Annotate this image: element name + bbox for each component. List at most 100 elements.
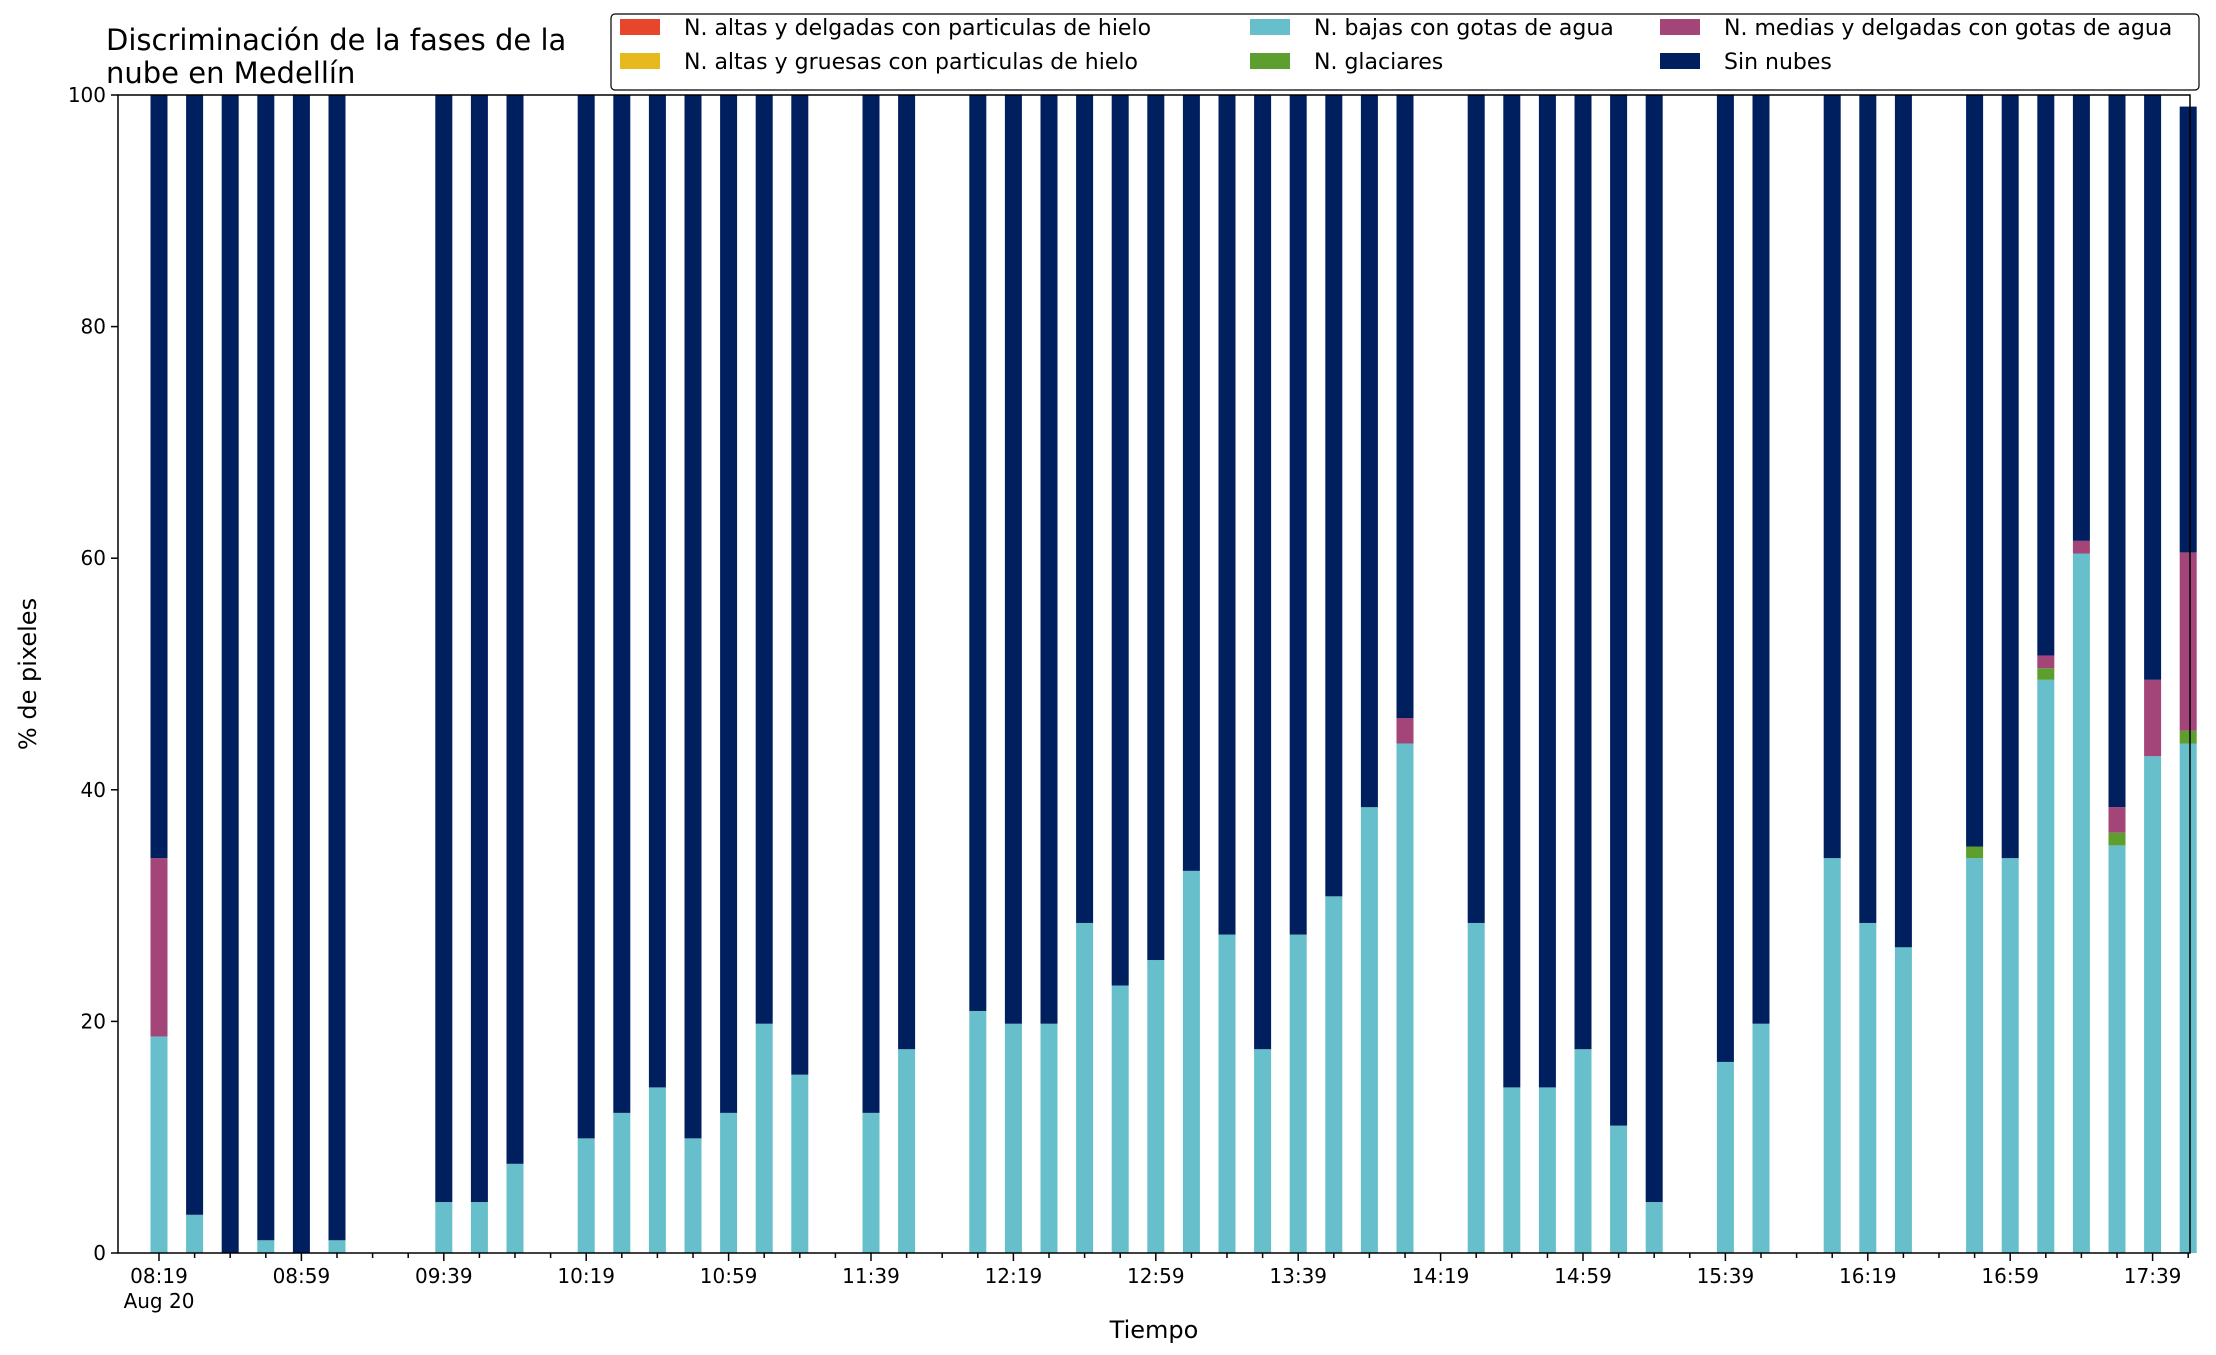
bar-segment-2-47 [1823, 858, 1841, 1253]
bar-segment-5-26 [1076, 95, 1094, 923]
bar-segment-5-56 [2144, 95, 2162, 680]
bar-segment-2-55 [2108, 845, 2126, 1253]
y-tick-label: 20 [81, 1009, 106, 1033]
bar-segment-5-55 [2108, 95, 2126, 808]
bar-segment-2-0 [150, 1036, 168, 1253]
bar-segment-5-13 [613, 95, 631, 1113]
bar-segment-2-12 [577, 1138, 595, 1253]
bar-segment-5-0 [150, 95, 168, 859]
bar-segment-5-8 [435, 95, 453, 1203]
bar-segment-5-49 [1894, 95, 1912, 948]
bar-segment-5-28 [1147, 95, 1165, 961]
x-tick-label: 08:19 [130, 1264, 188, 1288]
bar-segment-5-24 [1004, 95, 1022, 1024]
bar-segment-2-42 [1645, 1202, 1663, 1253]
bar-segment-5-45 [1752, 95, 1770, 1024]
bar-segment-5-27 [1111, 95, 1129, 986]
bar-segment-5-42 [1645, 95, 1663, 1203]
bar-segment-2-5 [328, 1240, 346, 1253]
bar-segment-2-15 [684, 1138, 702, 1253]
bar-segment-2-27 [1111, 985, 1129, 1253]
y-tick-label: 80 [81, 315, 106, 339]
bar-segment-5-4 [292, 95, 310, 1253]
legend-frame [610, 13, 2200, 91]
legend-swatch-2 [1250, 19, 1290, 35]
bar-segment-2-34 [1360, 807, 1378, 1253]
bar-segment-2-48 [1859, 922, 1877, 1253]
bar-segment-2-30 [1218, 934, 1236, 1253]
bar-segment-2-1 [186, 1214, 204, 1253]
bar-segment-2-54 [2072, 553, 2090, 1253]
bar-segment-5-3 [257, 95, 275, 1241]
legend-label-0: N. altas y delgadas con particulas de hi… [684, 16, 1151, 41]
bar-segment-2-32 [1289, 934, 1307, 1253]
y-tick-label: 100 [68, 83, 106, 107]
bar-segment-2-49 [1894, 947, 1912, 1253]
y-axis-label: % de pixeles [14, 598, 42, 750]
bar-segment-2-45 [1752, 1023, 1770, 1253]
bar-segment-5-18 [791, 95, 809, 1075]
bar-segment-5-34 [1360, 95, 1378, 808]
legend-label-1: N. altas y gruesas con particulas de hie… [684, 50, 1138, 75]
y-tick-label: 0 [93, 1241, 106, 1265]
bar-segment-2-23 [969, 1010, 987, 1253]
chart-title-line-2: nube en Medellín [106, 56, 355, 90]
bar-segment-2-57 [2179, 743, 2197, 1253]
x-tick-label: 13:39 [1269, 1264, 1327, 1288]
bar-segment-2-9 [470, 1202, 488, 1253]
bar-segment-5-25 [1040, 95, 1058, 1024]
bar-segment-5-5 [328, 95, 346, 1241]
x-tick-label: 12:19 [985, 1264, 1043, 1288]
bars-group [150, 95, 2197, 1253]
bar-segment-2-21 [898, 1049, 916, 1253]
bar-segment-2-8 [435, 1202, 453, 1253]
bar-segment-5-1 [186, 95, 204, 1215]
chart-title-line-1: Discriminación de la fases de la [106, 23, 566, 57]
bar-segment-4-54 [2072, 540, 2090, 554]
y-axis: 0 20 40 60 80 100 [68, 83, 118, 1265]
bar-segment-5-57 [2179, 106, 2197, 553]
bar-segment-4-57 [2179, 552, 2197, 731]
bar-segment-2-17 [755, 1023, 773, 1253]
bar-segment-5-51 [1966, 95, 1984, 847]
legend-swatch-5 [1660, 53, 1700, 69]
bar-segment-2-14 [648, 1087, 666, 1253]
bar-segment-5-39 [1538, 95, 1556, 1088]
x-tick-label: 11:39 [842, 1264, 900, 1288]
legend: N. altas y delgadas con particulas de hi… [610, 13, 2200, 91]
bar-segment-4-53 [2037, 655, 2055, 669]
bar-segment-5-10 [506, 95, 524, 1164]
bar-segment-5-33 [1325, 95, 1343, 897]
x-tick-label: 16:19 [1839, 1264, 1897, 1288]
bar-segment-5-29 [1182, 95, 1200, 871]
bar-segment-5-15 [684, 95, 702, 1139]
legend-label-2: N. bajas con gotas de agua [1314, 16, 1614, 41]
legend-swatch-3 [1250, 53, 1290, 69]
bar-segment-4-35 [1396, 718, 1414, 744]
x-tick-label: 10:19 [557, 1264, 615, 1288]
bar-segment-5-30 [1218, 95, 1236, 935]
bar-segment-5-37 [1467, 95, 1485, 923]
bar-segment-2-51 [1966, 858, 1984, 1253]
bar-segment-5-41 [1610, 95, 1628, 1126]
bar-segment-2-44 [1716, 1061, 1734, 1253]
legend-swatch-1 [620, 53, 660, 69]
x-axis: 08:19 08:59 09:39 10:19 10:59 11:39 12:19 12:59… [124, 1253, 2189, 1313]
bar-segment-2-28 [1147, 960, 1165, 1253]
bar-segment-2-31 [1254, 1049, 1272, 1253]
bar-segment-2-10 [506, 1163, 524, 1253]
x-axis-label: Tiempo [1109, 1316, 1199, 1344]
bar-segment-3-51 [1966, 846, 1984, 859]
bar-segment-2-37 [1467, 922, 1485, 1253]
x-tick-label: 08:59 [273, 1264, 331, 1288]
bar-segment-2-56 [2144, 756, 2162, 1253]
bar-segment-5-53 [2037, 95, 2055, 656]
y-tick-label: 40 [81, 778, 106, 802]
bar-segment-2-18 [791, 1074, 809, 1253]
bar-segment-5-38 [1503, 95, 1521, 1088]
bar-segment-2-33 [1325, 896, 1343, 1253]
bar-segment-4-56 [2144, 679, 2162, 757]
bar-segment-2-38 [1503, 1087, 1521, 1253]
legend-label-5: Sin nubes [1724, 50, 1832, 75]
